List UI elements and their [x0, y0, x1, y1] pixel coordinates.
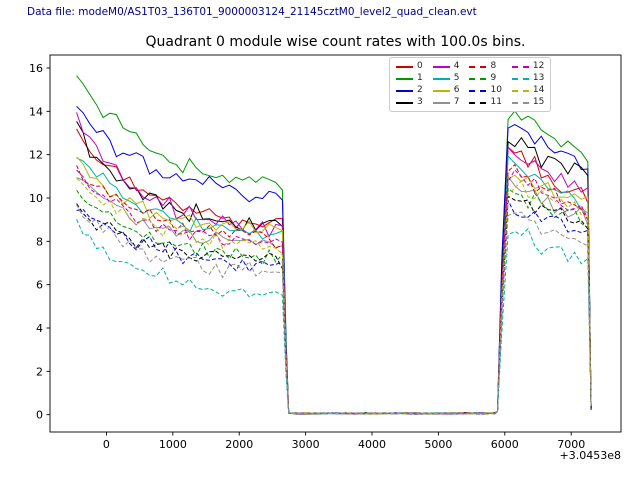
- legend-entry-1: 1: [396, 73, 423, 84]
- x-tick-label: 0: [103, 438, 110, 451]
- x-tick-label: 6000: [491, 438, 519, 451]
- series-line-15: [76, 204, 592, 415]
- series-line-12: [76, 169, 592, 415]
- legend-entry-9: 9: [469, 73, 501, 84]
- legend-label: 1: [417, 73, 423, 83]
- legend-line-sample: [396, 101, 413, 104]
- legend-entry-15: 15: [511, 97, 545, 108]
- legend-label: 3: [417, 97, 423, 107]
- legend-entry-11: 11: [469, 97, 502, 108]
- legend-entry-7: 7: [432, 97, 460, 108]
- series-line-13: [76, 219, 592, 415]
- legend-line-sample: [469, 65, 487, 68]
- legend-label: 2: [417, 85, 423, 95]
- series-line-8: [76, 163, 592, 415]
- legend-label: 5: [453, 73, 460, 83]
- x-tick-label: 3000: [292, 438, 320, 451]
- legend-line-sample: [432, 77, 450, 80]
- x-tick-label: 7000: [557, 438, 585, 451]
- legend-entry-13: 13: [511, 73, 545, 84]
- series-line-10: [76, 198, 592, 415]
- legend-entry-14: 14: [511, 85, 545, 96]
- legend-line-sample: [432, 101, 450, 104]
- legend-line-sample: [432, 65, 450, 68]
- legend-line-sample: [469, 89, 487, 92]
- y-tick-label: 4: [36, 322, 43, 335]
- legend-entry-2: 2: [396, 85, 423, 96]
- y-tick-label: 2: [36, 365, 43, 378]
- data-file-label: Data file: modeM0/AS1T03_136T01_90000031…: [27, 6, 477, 18]
- legend-label: 10: [490, 85, 502, 95]
- series-line-9: [76, 187, 592, 415]
- legend-label: 0: [417, 61, 423, 71]
- x-tick-label: 2000: [225, 438, 253, 451]
- legend-label: 7: [453, 97, 460, 107]
- axes-frame: [49, 54, 622, 433]
- legend-entry-10: 10: [469, 85, 502, 96]
- legend-label: 15: [532, 97, 545, 107]
- y-tick-label: 12: [29, 149, 43, 162]
- x-tick-label: 1000: [159, 438, 187, 451]
- legend-label: 12: [532, 61, 545, 71]
- legend-entry-4: 4: [432, 61, 460, 72]
- legend-line-sample: [511, 77, 529, 80]
- legend-line-sample: [469, 101, 487, 104]
- legend-line-sample: [396, 77, 413, 80]
- legend-line-sample: [511, 65, 529, 68]
- series-line-11: [76, 195, 592, 415]
- legend-entry-3: 3: [396, 97, 423, 108]
- series-line-14: [76, 177, 592, 415]
- legend-label: 9: [490, 73, 497, 83]
- x-tick-label: 5000: [424, 438, 452, 451]
- y-tick-label: 16: [29, 62, 43, 75]
- legend-label: 4: [453, 61, 460, 71]
- y-tick-label: 8: [36, 235, 43, 248]
- y-tick-label: 14: [29, 105, 43, 118]
- legend-label: 13: [532, 73, 545, 83]
- legend: 0 1 2 3 4 5 6 7 8 9 10 11 12 13 14 15: [389, 57, 552, 112]
- legend-line-sample: [469, 77, 487, 80]
- legend-label: 6: [453, 85, 460, 95]
- y-tick-label: 0: [36, 409, 43, 422]
- legend-label: 8: [490, 61, 497, 71]
- chart-title: Quadrant 0 module wise count rates with …: [145, 34, 526, 50]
- legend-entry-8: 8: [469, 61, 501, 72]
- legend-label: 14: [532, 85, 545, 95]
- x-axis-offset-label: +3.0453e8: [559, 449, 621, 462]
- legend-line-sample: [396, 65, 413, 68]
- legend-line-sample: [432, 89, 450, 92]
- legend-entry-0: 0: [396, 61, 423, 72]
- legend-entry-5: 5: [432, 73, 460, 84]
- legend-line-sample: [511, 101, 529, 104]
- legend-line-sample: [511, 89, 529, 92]
- series-line-4: [76, 112, 592, 415]
- legend-entry-12: 12: [511, 61, 545, 72]
- x-tick-label: 4000: [358, 438, 386, 451]
- legend-line-sample: [396, 89, 413, 92]
- y-tick-label: 6: [36, 279, 43, 292]
- legend-label: 11: [490, 97, 502, 107]
- y-tick-label: 10: [29, 192, 43, 205]
- legend-entry-6: 6: [432, 85, 460, 96]
